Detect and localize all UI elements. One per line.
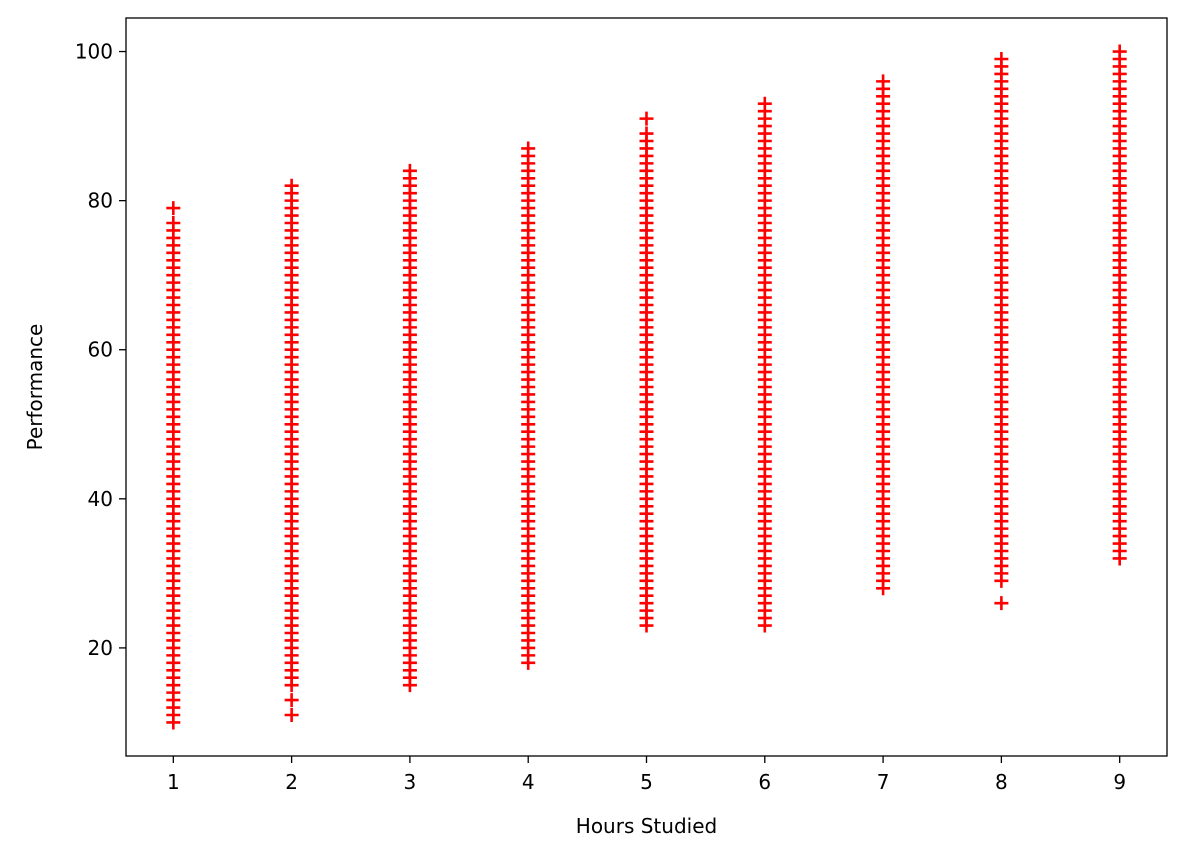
y-axis-ticks: 20 40 60 80 100 <box>75 40 126 660</box>
data-point <box>284 693 299 708</box>
y-axis-title: Performance <box>23 324 47 451</box>
data-point <box>166 216 181 230</box>
x-tick-label: 5 <box>640 770 653 794</box>
x-tick-label: 9 <box>1113 770 1126 794</box>
x-axis-title: Hours Studied <box>576 814 717 838</box>
y-tick-label: 20 <box>88 636 113 660</box>
data-point <box>402 163 417 178</box>
x-tick-label: 8 <box>995 770 1008 794</box>
x-tick-label: 2 <box>285 770 298 794</box>
y-tick-label: 100 <box>75 40 113 64</box>
data-point <box>994 52 1009 66</box>
data-point <box>284 708 299 722</box>
x-tick-label: 6 <box>758 770 771 794</box>
data-point <box>639 126 654 141</box>
x-tick-label: 3 <box>404 770 417 794</box>
data-point <box>876 74 891 89</box>
data-point <box>1112 44 1127 59</box>
x-tick-label: 7 <box>877 770 890 794</box>
y-tick-label: 60 <box>88 338 113 362</box>
data-point <box>994 596 1009 611</box>
y-tick-label: 40 <box>88 487 113 511</box>
data-point <box>639 111 654 126</box>
x-tick-label: 4 <box>522 770 535 794</box>
x-tick-label: 1 <box>167 770 180 794</box>
data-point <box>284 178 299 193</box>
data-point <box>166 201 181 216</box>
data-point <box>757 96 772 111</box>
data-point <box>521 141 536 156</box>
plot-area-frame <box>125 17 1168 757</box>
x-axis-ticks: 1 2 3 4 5 6 7 8 9 <box>167 756 1126 794</box>
y-tick-label: 80 <box>88 189 113 213</box>
data-points <box>166 44 1127 730</box>
